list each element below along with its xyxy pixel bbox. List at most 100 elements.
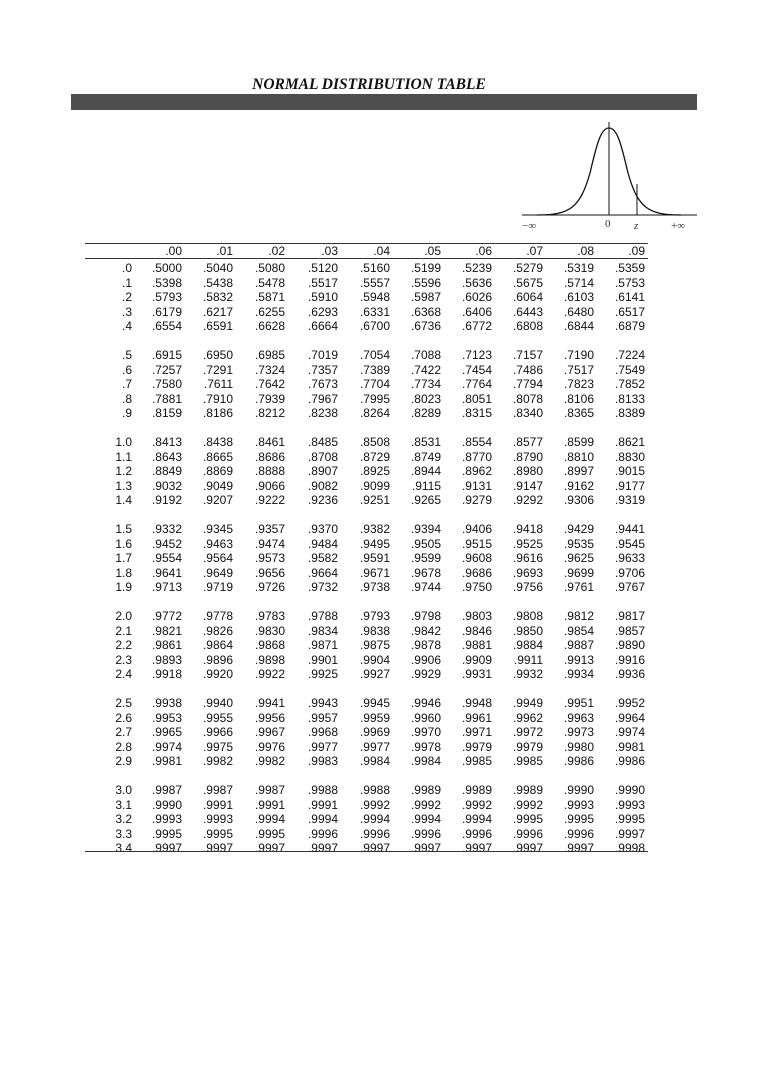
table-cell: .8830 xyxy=(614,449,645,464)
table-cell: .9911 xyxy=(513,652,543,667)
table-cell: .9996 xyxy=(359,826,390,841)
table-cell: .9977 xyxy=(307,739,338,754)
table-cell: .9996 xyxy=(563,826,594,841)
table-cell: .9953 xyxy=(151,710,182,725)
table-cell: .9922 xyxy=(254,667,285,682)
table-cell: .8599 xyxy=(563,435,594,449)
table-cell: .8962 xyxy=(461,464,492,479)
table-cell: .8749 xyxy=(410,449,441,464)
column-header: .05 xyxy=(424,244,441,258)
table-cell: .5160 xyxy=(359,261,390,275)
table-cell: .8869 xyxy=(202,464,233,479)
table-cell: .9582 xyxy=(307,551,338,566)
table-cell: .9783 xyxy=(254,609,285,623)
table-cell: .9345 xyxy=(202,522,233,536)
table-cell: .9671 xyxy=(359,565,390,580)
table-cell: .9778 xyxy=(202,609,233,623)
table-cell: .9927 xyxy=(359,667,390,682)
table-cell: .5000 xyxy=(151,261,182,275)
table-cell: .9251 xyxy=(359,493,390,508)
table-cell: .9772 xyxy=(151,609,182,623)
table-cell: .6064 xyxy=(512,290,543,305)
table-cell: .9719 xyxy=(202,580,233,595)
row-z-label: .1 xyxy=(121,275,132,290)
table-cell: .8389 xyxy=(614,406,645,421)
table-cell: .9997 xyxy=(151,841,182,856)
table-cell: .9993 xyxy=(151,812,182,827)
table-cell: .7019 xyxy=(307,348,338,362)
table-cell: .9987 xyxy=(151,783,182,797)
table-cell: .8621 xyxy=(614,435,645,449)
table-cell: .8888 xyxy=(254,464,285,479)
table-cell: .7704 xyxy=(359,377,390,392)
table-cell: .8340 xyxy=(512,406,543,421)
row-z-label: 2.9 xyxy=(115,754,132,769)
table-cell: .9099 xyxy=(359,478,390,493)
table-cell: .6985 xyxy=(254,348,285,362)
table-cell: .9984 xyxy=(359,754,390,769)
table-cell: .8849 xyxy=(151,464,182,479)
row-z-label: 3.0 xyxy=(115,783,132,797)
row-z-label: 3.4 xyxy=(115,841,132,856)
table-cell: .9854 xyxy=(563,623,594,638)
table-cell: .9744 xyxy=(410,580,441,595)
table-cell: .5517 xyxy=(307,275,338,290)
row-z-label: .8 xyxy=(121,391,132,406)
table-cell: .5398 xyxy=(151,275,182,290)
row-z-label: 1.3 xyxy=(115,478,132,493)
table-cell: .5478 xyxy=(254,275,285,290)
table-cell: .9207 xyxy=(202,493,233,508)
column-header: .02 xyxy=(268,244,285,258)
table-cell: .9957 xyxy=(307,710,338,725)
table-cell: .9147 xyxy=(512,478,543,493)
table-cell: .9525 xyxy=(512,536,543,551)
row-z-label: 1.8 xyxy=(115,565,132,580)
table-cell: .9750 xyxy=(461,580,492,595)
table-cell: .9082 xyxy=(307,478,338,493)
table-cell: .7190 xyxy=(563,348,594,362)
table-cell: .9994 xyxy=(410,812,441,827)
table-cell: .9222 xyxy=(254,493,285,508)
table-cell: .5871 xyxy=(254,290,285,305)
table-cell: .9968 xyxy=(307,725,338,740)
table-cell: .9418 xyxy=(512,522,543,536)
row-z-label: 3.1 xyxy=(115,797,132,812)
table-cell: .8531 xyxy=(410,435,441,449)
table-cell: .9864 xyxy=(202,638,233,653)
table-cell: .6628 xyxy=(254,319,285,334)
table-cell: .6293 xyxy=(307,304,338,319)
table-cell: .6950 xyxy=(202,348,233,362)
table-cell: .5948 xyxy=(359,290,390,305)
table-cell: .9319 xyxy=(614,493,645,508)
table-cell: .9980 xyxy=(563,739,594,754)
table-cell: .9838 xyxy=(359,623,390,638)
table-cell: .9991 xyxy=(307,797,338,812)
row-z-label: .5 xyxy=(121,348,132,362)
table-cell: .7995 xyxy=(359,391,390,406)
table-cell: .9974 xyxy=(151,739,182,754)
table-cell: .6772 xyxy=(461,319,492,334)
row-z-label: .2 xyxy=(121,290,132,305)
table-cell: .8997 xyxy=(563,464,594,479)
table-cell: .9842 xyxy=(410,623,441,638)
table-cell: .8508 xyxy=(359,435,390,449)
table-cell: .9995 xyxy=(563,812,594,827)
table-cell: .6179 xyxy=(151,304,182,319)
table-cell: .5596 xyxy=(410,275,441,290)
table-cell: .9961 xyxy=(461,710,492,725)
table-cell: .9738 xyxy=(359,580,390,595)
table-cell: .9826 xyxy=(202,623,233,638)
table-cell: .6141 xyxy=(614,290,645,305)
table-cell: .9959 xyxy=(359,710,390,725)
table-cell: .7673 xyxy=(307,377,338,392)
table-cell: .6443 xyxy=(512,304,543,319)
table-cell: .7224 xyxy=(614,348,645,362)
table-cell: .9265 xyxy=(410,493,441,508)
table-cell: .9997 xyxy=(359,841,390,856)
table-cell: .9936 xyxy=(614,667,645,682)
table-cell: .8365 xyxy=(563,406,594,421)
table-cell: .9599 xyxy=(410,551,441,566)
table-cell: .9943 xyxy=(307,696,338,710)
column-header: .08 xyxy=(577,244,594,258)
table-cell: .9887 xyxy=(563,638,594,653)
